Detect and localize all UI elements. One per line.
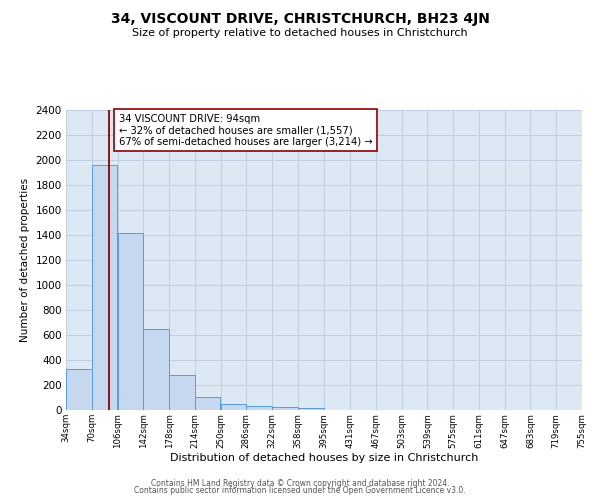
X-axis label: Distribution of detached houses by size in Christchurch: Distribution of detached houses by size … bbox=[170, 453, 478, 463]
Bar bbox=[247, 406, 272, 410]
Bar bbox=[118, 233, 143, 410]
Bar bbox=[92, 165, 118, 410]
Bar bbox=[221, 404, 246, 410]
Y-axis label: Number of detached properties: Number of detached properties bbox=[20, 178, 30, 342]
Bar bbox=[66, 369, 92, 410]
Text: Size of property relative to detached houses in Christchurch: Size of property relative to detached ho… bbox=[132, 28, 468, 38]
Bar bbox=[298, 408, 323, 410]
Text: 34, VISCOUNT DRIVE, CHRISTCHURCH, BH23 4JN: 34, VISCOUNT DRIVE, CHRISTCHURCH, BH23 4… bbox=[110, 12, 490, 26]
Bar bbox=[169, 375, 195, 410]
Bar bbox=[272, 407, 298, 410]
Text: 34 VISCOUNT DRIVE: 94sqm
← 32% of detached houses are smaller (1,557)
67% of sem: 34 VISCOUNT DRIVE: 94sqm ← 32% of detach… bbox=[119, 114, 373, 147]
Text: Contains public sector information licensed under the Open Government Licence v3: Contains public sector information licen… bbox=[134, 486, 466, 495]
Bar bbox=[195, 397, 220, 410]
Bar bbox=[143, 329, 169, 410]
Text: Contains HM Land Registry data © Crown copyright and database right 2024.: Contains HM Land Registry data © Crown c… bbox=[151, 478, 449, 488]
